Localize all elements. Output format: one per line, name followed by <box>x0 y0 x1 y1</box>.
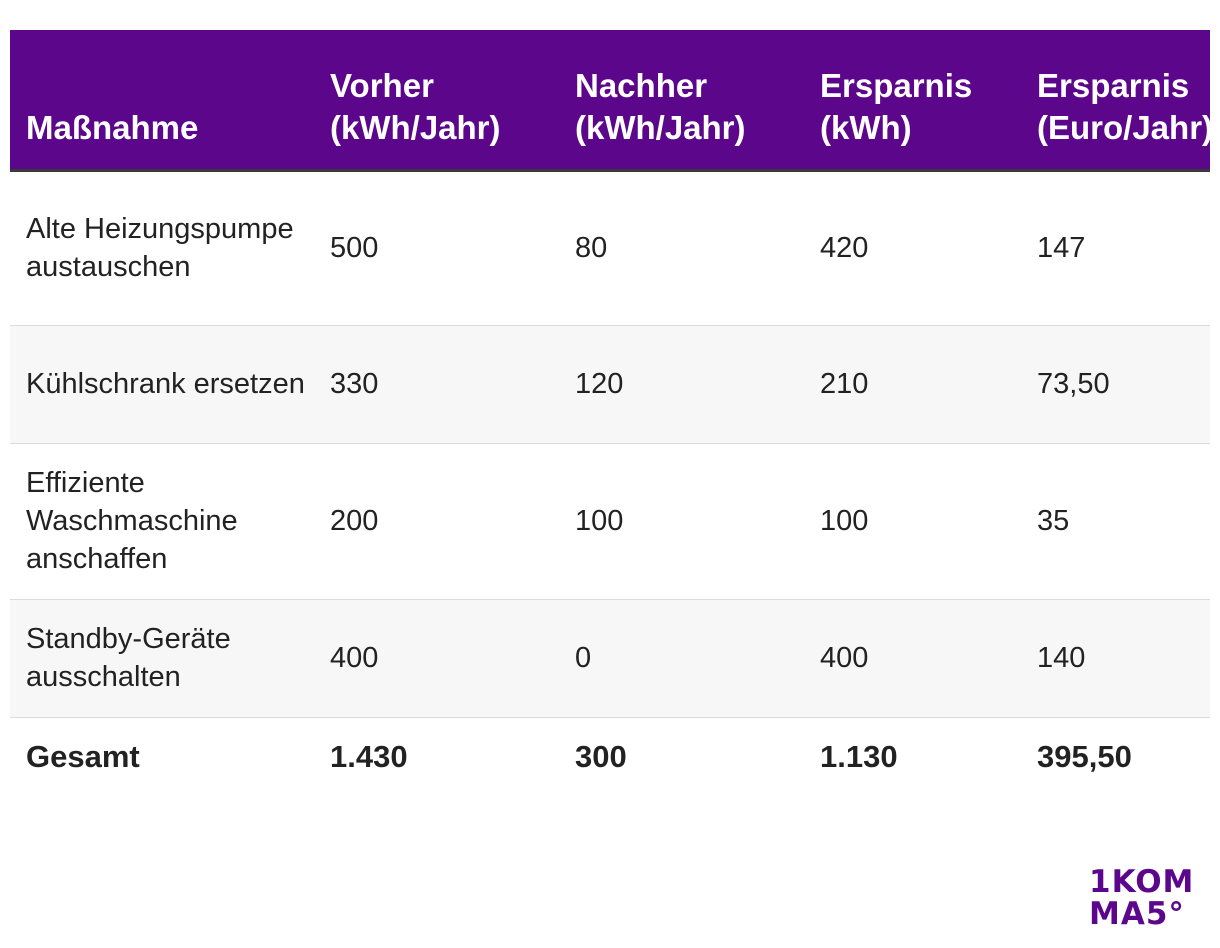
cell-after: 0 <box>559 599 804 718</box>
total-before: 1.430 <box>314 717 559 797</box>
cell-savings-euro: 140 <box>1021 599 1210 718</box>
cell-measure: Kühlschrank ersetzen <box>10 325 314 444</box>
cell-savings-euro: 35 <box>1021 443 1210 600</box>
logo-line-2: MA5° <box>1089 896 1185 932</box>
cell-measure: Standby-Geräte ausschalten <box>10 599 314 718</box>
cell-after: 80 <box>559 170 804 326</box>
cell-savings-kwh: 210 <box>804 325 1021 444</box>
cell-savings-kwh: 420 <box>804 170 1021 326</box>
header-savings-euro: Ersparnis (Euro/Jahr) <box>1021 30 1210 172</box>
total-savings-kwh: 1.130 <box>804 717 1021 797</box>
header-after: Nachher (kWh/Jahr) <box>559 30 804 172</box>
cell-before: 400 <box>314 599 559 718</box>
cell-after: 120 <box>559 325 804 444</box>
cell-savings-kwh: 400 <box>804 599 1021 718</box>
cell-before: 500 <box>314 170 559 326</box>
cell-before: 330 <box>314 325 559 444</box>
brand-logo: 1KOM MA5° <box>1089 866 1209 930</box>
table-row: Standby-Geräte ausschalten 400 0 400 140 <box>10 599 1210 718</box>
table-row: Effiziente Waschmaschine anschaffen 200 … <box>10 443 1210 600</box>
cell-measure: Effiziente Waschmaschine anschaffen <box>10 443 314 600</box>
header-measure: Maßnahme <box>10 30 314 172</box>
total-after: 300 <box>559 717 804 797</box>
cell-after: 100 <box>559 443 804 600</box>
total-label: Gesamt <box>10 717 314 797</box>
header-savings-kwh: Ersparnis (kWh) <box>804 30 1021 172</box>
savings-table-container: Maßnahme Vorher (kWh/Jahr) Nachher (kWh/… <box>10 30 1210 797</box>
logo-line-1: 1KOM <box>1089 864 1195 900</box>
table-row: Kühlschrank ersetzen 330 120 210 73,50 <box>10 325 1210 444</box>
table-total-row: Gesamt 1.430 300 1.130 395,50 <box>10 717 1210 797</box>
total-savings-euro: 395,50 <box>1021 717 1210 797</box>
cell-savings-kwh: 100 <box>804 443 1021 600</box>
cell-measure: Alte Heizungspumpe austauschen <box>10 170 314 326</box>
cell-savings-euro: 73,50 <box>1021 325 1210 444</box>
cell-savings-euro: 147 <box>1021 170 1210 326</box>
cell-before: 200 <box>314 443 559 600</box>
savings-table: Maßnahme Vorher (kWh/Jahr) Nachher (kWh/… <box>10 30 1210 797</box>
table-row: Alte Heizungspumpe austauschen 500 80 42… <box>10 170 1210 326</box>
header-before: Vorher (kWh/Jahr) <box>314 30 559 172</box>
table-header-row: Maßnahme Vorher (kWh/Jahr) Nachher (kWh/… <box>10 30 1210 172</box>
